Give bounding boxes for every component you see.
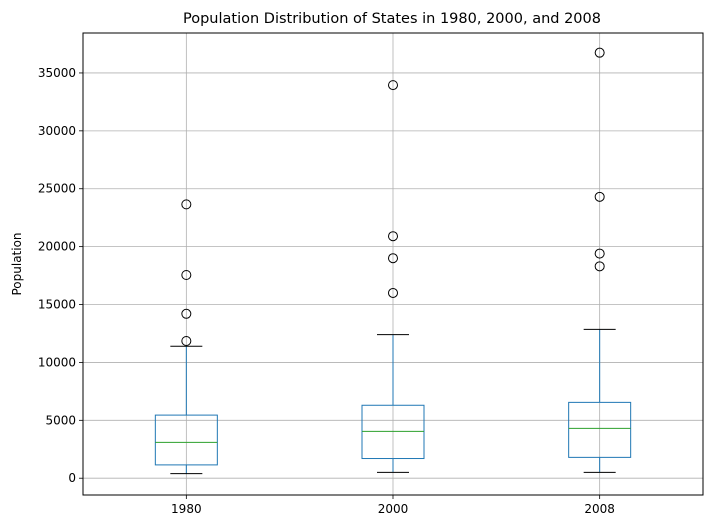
y-axis-label: Population — [10, 232, 24, 295]
outlier-point — [181, 199, 192, 210]
y-tick-label: 30000 — [38, 124, 76, 138]
box-iqr — [154, 414, 218, 466]
box-iqr — [361, 404, 425, 460]
y-tick-label: 5000 — [45, 413, 76, 427]
y-tick-label: 20000 — [38, 240, 76, 254]
x-tick-label: 1980 — [171, 502, 202, 516]
plot-frame — [82, 32, 704, 496]
outlier-point — [594, 261, 605, 272]
outlier-point — [388, 253, 398, 264]
chart-title: Population Distribution of States in 198… — [183, 11, 601, 27]
outlier-point — [388, 80, 398, 91]
y-tick-label: 10000 — [38, 355, 76, 369]
y-tick-label: 15000 — [38, 298, 76, 312]
outlier-point — [181, 308, 192, 319]
y-tick-label: 25000 — [38, 182, 76, 196]
y-tick-label: 0 — [68, 471, 76, 485]
outlier-point — [181, 336, 192, 346]
box-iqr — [568, 401, 632, 458]
boxes-layer — [154, 47, 632, 475]
outlier-point — [181, 270, 192, 280]
x-tick-label: 2000 — [378, 502, 409, 516]
outlier-point — [388, 287, 398, 298]
x-axis-ticks: 1980 2000 2008 — [171, 495, 615, 516]
x-tick-label: 2008 — [584, 502, 615, 516]
outlier-point — [594, 248, 605, 259]
y-tick-label: 35000 — [38, 66, 76, 80]
outlier-point — [594, 47, 605, 58]
outlier-point — [594, 191, 605, 202]
y-axis-ticks: 0 5000 10000 15000 20000 25000 30000 35000 — [38, 66, 83, 485]
outlier-point — [388, 231, 398, 242]
